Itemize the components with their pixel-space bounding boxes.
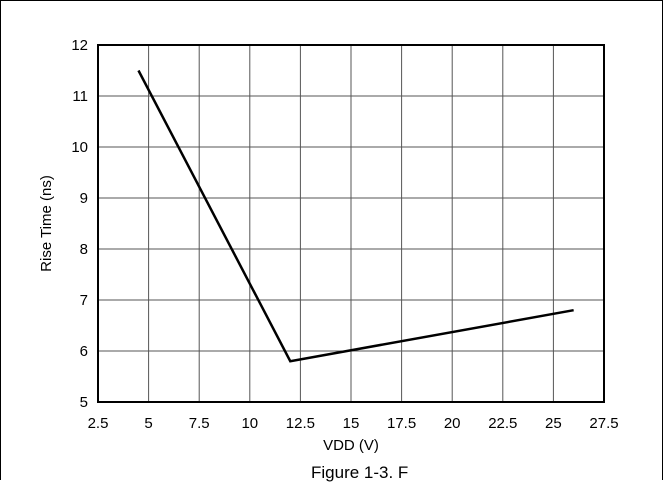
y-tick-label: 11 [72,88,88,105]
y-axis-title: Rise Time (ns) [38,175,55,272]
x-tick-label: 7.5 [189,415,210,432]
x-tick-label: 2.5 [88,415,109,432]
x-tick-label: 27.5 [589,415,618,432]
x-axis-title: VDD (V) [323,437,379,454]
series-group [137,69,574,363]
grid [98,45,604,402]
y-tick-label: 6 [80,343,88,360]
y-tick-label: 9 [80,190,88,207]
x-tick-label: 5 [144,415,152,432]
x-tick-label: 25 [545,415,562,432]
y-tick-label: 8 [80,241,88,258]
y-tick-label: 10 [71,139,88,156]
figure-caption: Figure 1-3. F [311,463,409,482]
x-tick-label: 15 [343,415,360,432]
x-tick-label: 17.5 [387,415,416,432]
y-tick-label: 5 [80,394,88,411]
x-tick-label: 22.5 [488,415,517,432]
x-tick-label: 10 [241,415,258,432]
plot-area-frame [97,44,605,403]
y-tick-label: 12 [71,37,88,54]
series-line [137,69,574,363]
tick-labels: 2.5 5 7.5 10 12.5 15 17.5 20 22.5 25 27.5567891011… [71,37,618,432]
y-tick-label: 7 [80,292,88,309]
x-tick-label: 20 [444,415,461,432]
x-tick-label: 12.5 [286,415,315,432]
